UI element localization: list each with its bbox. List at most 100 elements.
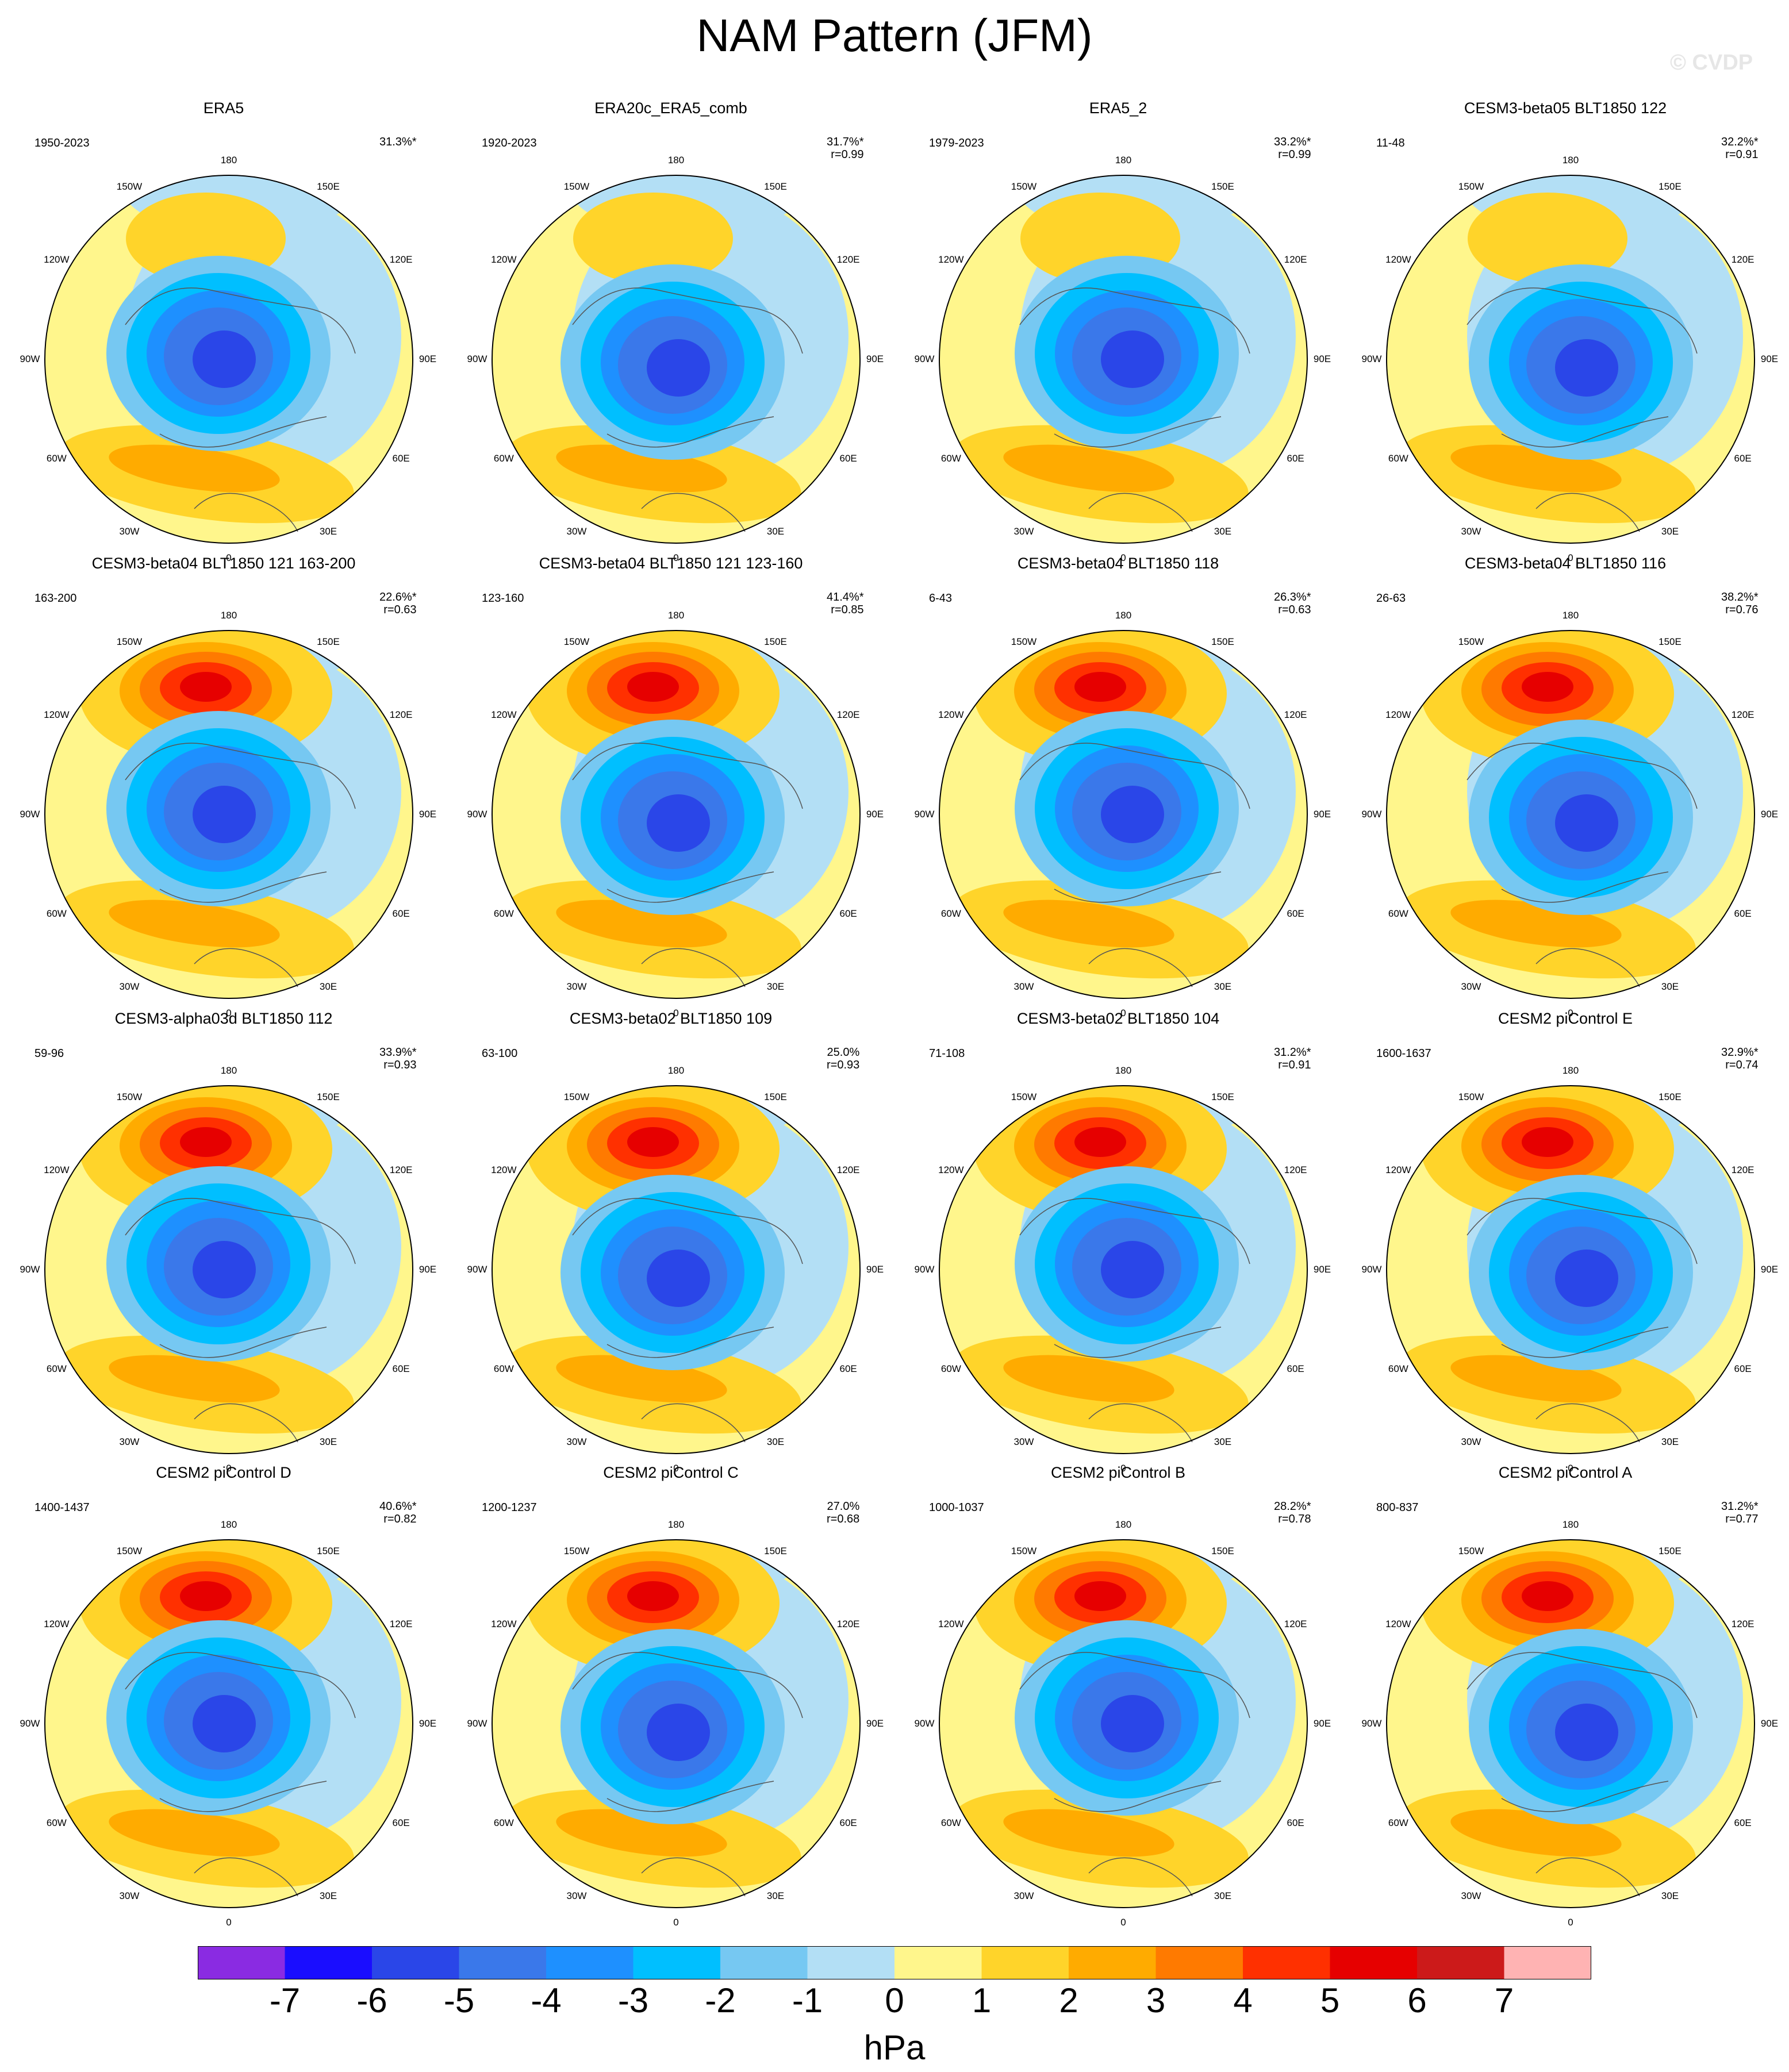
longitude-label: 60W xyxy=(493,1363,514,1374)
panel-variance-stat: 26.3%* r=0.63 xyxy=(1274,591,1311,616)
longitude-label: 30E xyxy=(766,1890,785,1901)
longitude-label: 60E xyxy=(392,1817,410,1828)
polar-map xyxy=(1386,630,1755,999)
longitude-label: 150W xyxy=(563,1546,590,1557)
longitude-label: 150E xyxy=(764,1546,787,1557)
longitude-label: 180 xyxy=(220,155,237,166)
longitude-label: 120E xyxy=(1731,1619,1755,1629)
panel-title: ERA5_2 xyxy=(1089,99,1147,117)
longitude-label: 0 xyxy=(226,552,232,563)
longitude-label: 120W xyxy=(938,1619,964,1629)
longitude-label: 30W xyxy=(1461,981,1481,992)
longitude-label: 30W xyxy=(119,525,140,537)
longitude-label: 30E xyxy=(1214,1890,1232,1901)
longitude-label: 180 xyxy=(667,610,685,621)
longitude-label: 120W xyxy=(1385,254,1411,265)
panel-title: CESM3-alpha03d BLT1850 112 xyxy=(114,1010,333,1027)
longitude-label: 90E xyxy=(1313,353,1331,364)
polar-map xyxy=(44,630,413,999)
longitude-label: 150E xyxy=(1659,1091,1681,1103)
longitude-label: 150W xyxy=(1011,1546,1037,1557)
longitude-label: 180 xyxy=(667,1519,685,1530)
panel-pattern-corr: r=0.99 xyxy=(831,148,864,161)
longitude-label: 150W xyxy=(116,1091,143,1103)
longitude-label: 120E xyxy=(1284,709,1307,720)
longitude-label: 30W xyxy=(119,1436,140,1447)
colorbar-swatch xyxy=(285,1946,372,1979)
longitude-label: 30W xyxy=(119,1890,140,1901)
colorbar-tick-label: 3 xyxy=(1146,1981,1166,2020)
longitude-label: 90E xyxy=(866,353,884,364)
panel-years: 1000-1037 xyxy=(929,1501,984,1514)
longitude-label: 90W xyxy=(467,1718,487,1729)
panel-years: 11-48 xyxy=(1376,137,1405,149)
panel-pct: 40.6%* xyxy=(379,1500,417,1513)
panel-variance-stat: 33.2%* r=0.99 xyxy=(1274,136,1311,161)
longitude-label: 90W xyxy=(467,809,487,820)
map-panel: CESM2 piControl D 1400-1437 40.6%* r=0.82 18… xyxy=(0,1462,447,1928)
colorbar-swatch xyxy=(720,1946,808,1979)
longitude-label: 90W xyxy=(914,809,935,820)
longitude-label: 60E xyxy=(392,453,410,464)
longitude-label: 150E xyxy=(764,181,787,193)
longitude-label: 180 xyxy=(1562,1519,1579,1530)
coastlines xyxy=(1019,1652,1250,1897)
longitude-label: 120W xyxy=(44,1164,70,1175)
longitude-label: 150W xyxy=(1458,1091,1484,1103)
longitude-label: 120E xyxy=(389,1164,413,1175)
longitude-label: 60W xyxy=(1388,453,1408,464)
longitude-label: 30E xyxy=(319,981,337,992)
panel-years: 6-43 xyxy=(929,592,953,605)
colorbar-swatch xyxy=(1243,1946,1330,1979)
panel-years: 1200-1237 xyxy=(482,1501,537,1514)
longitude-label: 0 xyxy=(673,1463,679,1474)
panel-pattern-corr: r=0.68 xyxy=(827,1513,860,1525)
polar-map xyxy=(492,1539,861,1908)
colorbar-swatch xyxy=(981,1946,1069,1979)
panel-years: 71-108 xyxy=(929,1047,965,1060)
map-panel: CESM3-beta02 BLT1850 104 71-108 31.2%* r=0.… xyxy=(894,1008,1342,1474)
panel-variance-stat: 31.2%* r=0.77 xyxy=(1721,1500,1759,1525)
colorbar-tick-label: 6 xyxy=(1407,1981,1427,2020)
longitude-label: 120W xyxy=(44,1619,70,1629)
coastlines xyxy=(125,743,356,987)
longitude-label: 30W xyxy=(1013,1890,1034,1901)
longitude-label: 60W xyxy=(493,453,514,464)
colorbar-units-label: hPa xyxy=(863,2028,926,2067)
polar-map xyxy=(1386,1085,1755,1454)
longitude-label: 150E xyxy=(1659,1546,1681,1557)
longitude-label: 180 xyxy=(220,1519,237,1530)
longitude-label: 180 xyxy=(220,1065,237,1076)
longitude-label: 60W xyxy=(1388,1817,1408,1828)
longitude-label: 180 xyxy=(1562,155,1579,166)
longitude-label: 150W xyxy=(1011,181,1037,193)
longitude-label: 60E xyxy=(1287,453,1304,464)
colorbar-tick-label: -2 xyxy=(705,1981,736,2020)
longitude-label: 150W xyxy=(563,1091,590,1103)
longitude-label: 120E xyxy=(1731,1164,1755,1175)
coastlines xyxy=(1466,1198,1698,1443)
longitude-label: 150E xyxy=(1211,1546,1234,1557)
colorbar-tick-label: -4 xyxy=(531,1981,562,2020)
longitude-label: 30W xyxy=(1461,1436,1481,1447)
panel-variance-stat: 22.6%* r=0.63 xyxy=(379,591,417,616)
panel-pct: 33.2%* xyxy=(1274,136,1311,148)
map-panel: CESM3-alpha03d BLT1850 112 59-96 33.9%* r=0… xyxy=(0,1008,447,1474)
longitude-label: 30W xyxy=(566,1436,587,1447)
panel-years: 1979-2023 xyxy=(929,137,984,149)
longitude-label: 0 xyxy=(226,1008,232,1018)
panel-pct: 27.0% xyxy=(827,1500,860,1513)
coastlines xyxy=(572,743,803,987)
longitude-label: 120W xyxy=(1385,1164,1411,1175)
longitude-label: 150E xyxy=(317,636,340,648)
map-panel: CESM3-beta04 BLT1850 118 6-43 26.3%* r=0.63… xyxy=(894,553,1342,1018)
map-panel: ERA5_2 1979-2023 33.2%* r=0.99 180 150E 120E 90… xyxy=(894,98,1342,563)
longitude-label: 120W xyxy=(491,1619,517,1629)
coastlines xyxy=(1466,287,1698,532)
longitude-label: 180 xyxy=(1115,610,1132,621)
longitude-label: 60E xyxy=(392,908,410,919)
longitude-label: 60E xyxy=(1734,908,1752,919)
longitude-label: 180 xyxy=(1115,1065,1132,1076)
longitude-label: 90E xyxy=(866,1264,884,1275)
longitude-label: 60E xyxy=(1287,1817,1304,1828)
